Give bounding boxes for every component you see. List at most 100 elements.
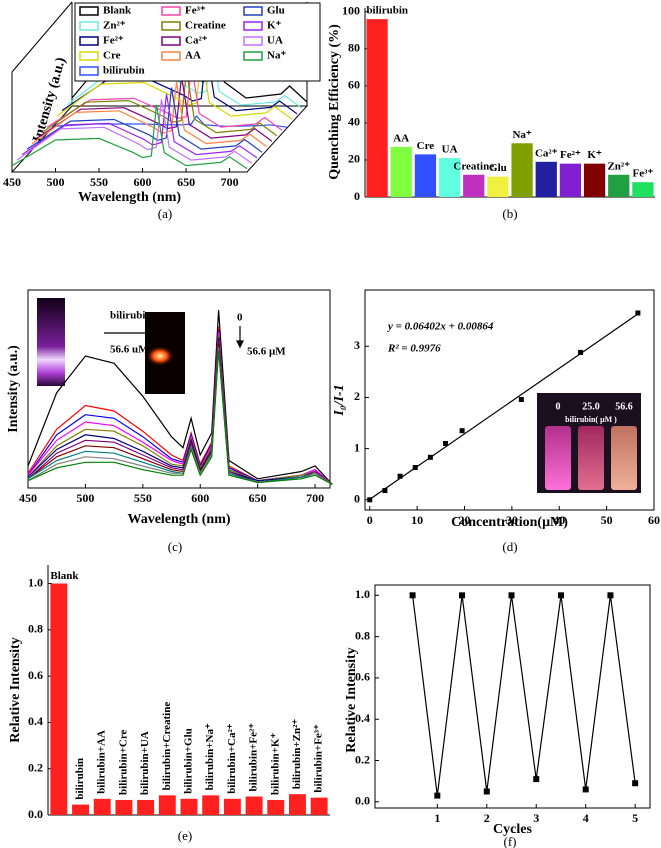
point <box>518 396 524 402</box>
caption: (c) <box>168 539 182 554</box>
point <box>367 497 373 503</box>
annotation: 56.6 μM <box>247 346 286 358</box>
x-tick-label: 700 <box>221 175 239 189</box>
x-tick-label: 40 <box>553 513 565 527</box>
x-axis-label: Wavelength (nm) <box>78 190 181 205</box>
point <box>412 465 418 471</box>
bar <box>608 174 630 197</box>
bar <box>223 798 241 815</box>
x-tick-label: 450 <box>3 175 21 189</box>
y-tick-label: 80 <box>348 41 360 55</box>
bar <box>463 174 485 197</box>
bar <box>72 804 89 815</box>
point <box>427 454 433 460</box>
series-line <box>46 65 283 131</box>
x-tick-label: 500 <box>47 175 65 189</box>
plot-frame <box>364 289 655 511</box>
caption: (a) <box>158 206 172 221</box>
bar-label: Blank <box>50 570 79 582</box>
series-line <box>27 310 333 485</box>
legend-swatch <box>79 36 99 46</box>
bar-label: K⁺ <box>587 149 602 161</box>
legend-box <box>74 2 321 82</box>
caption: (b) <box>502 206 517 221</box>
marker <box>409 592 416 599</box>
legend-swatch <box>243 6 263 16</box>
plot-frame <box>27 289 331 489</box>
y-tick-label: 1.0 <box>28 575 43 589</box>
legend-swatch <box>79 51 99 61</box>
legend-label: Zn²⁺ <box>103 20 126 32</box>
legend-label: Fe²⁺ <box>103 35 124 47</box>
legend-label: UA <box>267 35 283 47</box>
x-tick-label: 20 <box>458 513 470 527</box>
point <box>397 473 403 479</box>
legend-label: Na⁺ <box>267 50 286 62</box>
annotation: 56.6 uM <box>110 344 149 356</box>
annotation: 0 <box>237 312 243 324</box>
y-tick-label: 0.8 <box>355 628 370 642</box>
y-tick-label: 40 <box>348 115 360 129</box>
inset-photo-vials <box>537 393 641 493</box>
bar <box>438 158 461 197</box>
bar <box>511 143 533 197</box>
x-tick-label: 1 <box>434 811 440 825</box>
series-line <box>31 81 268 148</box>
caption: (f) <box>504 834 517 848</box>
bar <box>310 797 328 815</box>
annotation: 0 <box>556 401 561 412</box>
bar-label: bilirubin+Fe²⁺ <box>248 723 260 792</box>
x-axis-label: Cycles <box>493 822 532 837</box>
y-tick-label: 0.6 <box>28 668 43 682</box>
point <box>635 310 641 316</box>
x-tick-label: 60 <box>648 513 660 527</box>
point <box>443 440 449 446</box>
series-line <box>26 87 263 153</box>
bar <box>487 176 509 197</box>
legend-label: Blank <box>103 5 132 17</box>
legend-label: Glu <box>267 5 285 17</box>
legend-label: K⁺ <box>267 20 282 32</box>
annotation: y = 0.06402x + 0.00864 <box>386 321 494 333</box>
marker <box>582 786 589 793</box>
x-tick-label: 450 <box>19 491 37 505</box>
bar-label: bilirubin+Cre <box>117 729 129 794</box>
marker <box>459 592 466 599</box>
bar-label: bilirubin+UA <box>139 731 151 795</box>
marker <box>533 776 540 783</box>
legend-swatch <box>79 6 99 16</box>
bar-label: UA <box>442 144 458 156</box>
bar <box>559 163 582 197</box>
bar <box>414 154 437 197</box>
legend-swatch <box>161 6 181 16</box>
y-axis-label: Relative Intensity <box>8 637 23 742</box>
arrows <box>104 326 244 349</box>
marker <box>434 792 441 799</box>
series-line <box>11 104 248 170</box>
bar-label: Zn²⁺ <box>607 160 630 172</box>
bar <box>366 19 388 198</box>
bar <box>202 795 220 815</box>
x-tick-label: 3 <box>533 811 539 825</box>
y-tick-label: 0.6 <box>355 670 370 684</box>
bar-label: bilirubin+Zn²⁺ <box>291 719 303 790</box>
inset-photo-left <box>37 298 185 394</box>
x-tick-label: 550 <box>90 175 108 189</box>
bar <box>50 583 68 815</box>
x-tick-label: 700 <box>306 491 324 505</box>
x-tick-label: 50 <box>601 513 613 527</box>
bar <box>289 794 306 815</box>
bar-label: Glu <box>489 162 507 174</box>
y-tick-label: 0.4 <box>28 714 43 728</box>
legend-swatch <box>161 36 181 46</box>
bar-label: bilirubin+Fe³⁺ <box>313 724 325 793</box>
annotation: bilirubin( μM ) <box>565 415 617 424</box>
bar-label: bilirubin+Ca²⁺ <box>226 723 238 794</box>
bar <box>93 798 111 815</box>
legend-swatch <box>243 36 263 46</box>
bar <box>137 799 155 815</box>
x-tick-label: 650 <box>249 491 267 505</box>
x-tick-label: 550 <box>134 491 152 505</box>
series-line <box>41 70 278 137</box>
legend-label: AA <box>185 50 201 62</box>
